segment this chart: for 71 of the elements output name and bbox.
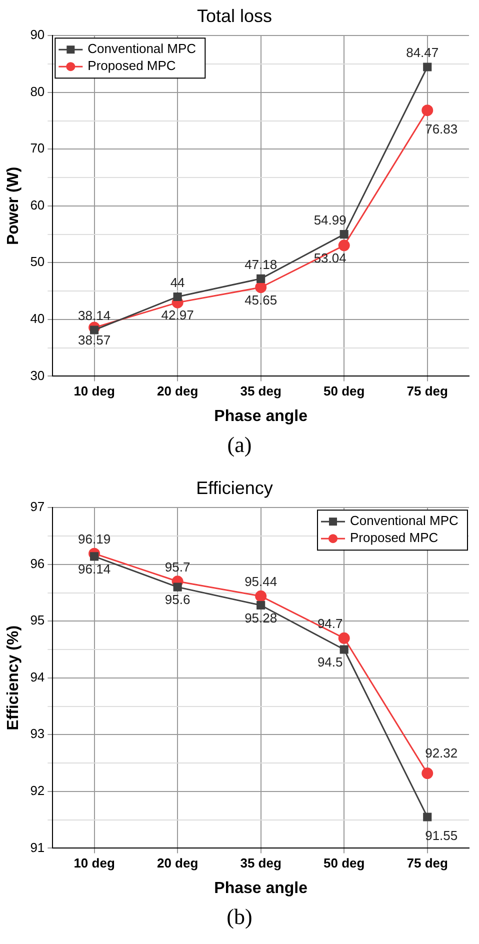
x-tick-label: 35 deg bbox=[240, 384, 282, 399]
point bbox=[90, 326, 99, 334]
data-label: 94.7 bbox=[317, 616, 343, 632]
data-label: 95.7 bbox=[164, 559, 190, 574]
data-label: 44 bbox=[170, 274, 185, 290]
point bbox=[255, 282, 267, 294]
legend-label: Proposed MPC bbox=[350, 530, 438, 546]
y-tick-label: 93 bbox=[30, 726, 45, 742]
data-label: 45.65 bbox=[244, 292, 278, 308]
data-label: 54.99 bbox=[314, 212, 346, 228]
y-tick-label: 40 bbox=[30, 311, 45, 326]
point bbox=[255, 590, 267, 602]
point bbox=[173, 582, 182, 592]
x-tick-label: 50 deg bbox=[324, 856, 365, 871]
point bbox=[340, 645, 348, 654]
y-tick-label: 80 bbox=[30, 84, 45, 99]
x-tick-label: 50 deg bbox=[324, 384, 365, 399]
point bbox=[423, 812, 432, 822]
text: (b) bbox=[226, 904, 254, 930]
x-tick-label: 20 deg bbox=[156, 384, 198, 399]
legend-label: Conventional MPC bbox=[350, 513, 458, 528]
point bbox=[90, 552, 99, 561]
data-label: 38.14 bbox=[78, 308, 111, 324]
y-tick-label: 94 bbox=[30, 669, 45, 684]
chart-title: Total loss bbox=[196, 6, 272, 26]
y-tick-label: 90 bbox=[30, 27, 45, 42]
data-label: 38.57 bbox=[78, 332, 111, 348]
data-label: 47.18 bbox=[244, 256, 278, 272]
y-tick-label: 91 bbox=[30, 840, 45, 855]
y-tick-label: 70 bbox=[30, 140, 45, 156]
data-label: 96.19 bbox=[78, 532, 111, 547]
x-tick-label: 75 deg bbox=[406, 856, 448, 871]
x-tick-label: 20 deg bbox=[156, 856, 198, 871]
y-axis-title: Power (W) bbox=[5, 166, 22, 246]
legend-label: Proposed MPC bbox=[88, 58, 176, 74]
data-label: 76.83 bbox=[425, 121, 458, 136]
data-label: 91.55 bbox=[425, 828, 458, 844]
point bbox=[338, 240, 350, 252]
y-axis-title: Efficiency (%) bbox=[5, 625, 22, 730]
data-label: 95.44 bbox=[244, 574, 278, 590]
point bbox=[256, 600, 266, 610]
x-tick-label: 10 deg bbox=[74, 384, 115, 399]
point bbox=[338, 632, 350, 644]
data-label: 94.5 bbox=[317, 654, 343, 670]
chart-title: Efficiency bbox=[196, 478, 273, 498]
y-tick-label: 95 bbox=[30, 612, 45, 628]
y-tick-label: 50 bbox=[30, 254, 45, 270]
y-tick-label: 30 bbox=[30, 368, 45, 383]
y-tick-label: 60 bbox=[30, 197, 45, 212]
point bbox=[340, 230, 348, 239]
data-label: 95.6 bbox=[164, 592, 190, 608]
text: (a) bbox=[226, 432, 253, 458]
point bbox=[422, 768, 434, 780]
y-tick-label: 96 bbox=[30, 556, 45, 571]
data-label: 42.97 bbox=[161, 308, 194, 323]
point bbox=[173, 292, 182, 302]
y-tick-label: 97 bbox=[30, 499, 45, 514]
y-tick-label: 92 bbox=[30, 783, 45, 798]
point bbox=[423, 62, 432, 72]
point bbox=[256, 274, 266, 283]
data-label: 84.47 bbox=[406, 45, 439, 60]
point bbox=[422, 104, 434, 116]
x-tick-label: 10 deg bbox=[74, 856, 115, 871]
x-axis-title: Phase angle bbox=[214, 880, 308, 897]
data-label: 92.32 bbox=[425, 745, 458, 760]
data-label: 95.28 bbox=[244, 610, 278, 626]
legend-label: Conventional MPC bbox=[88, 41, 196, 56]
x-axis-title: Phase angle bbox=[214, 408, 308, 425]
x-tick-label: 35 deg bbox=[240, 856, 282, 871]
x-tick-label: 75 deg bbox=[406, 384, 448, 399]
data-label: 96.14 bbox=[78, 561, 111, 576]
